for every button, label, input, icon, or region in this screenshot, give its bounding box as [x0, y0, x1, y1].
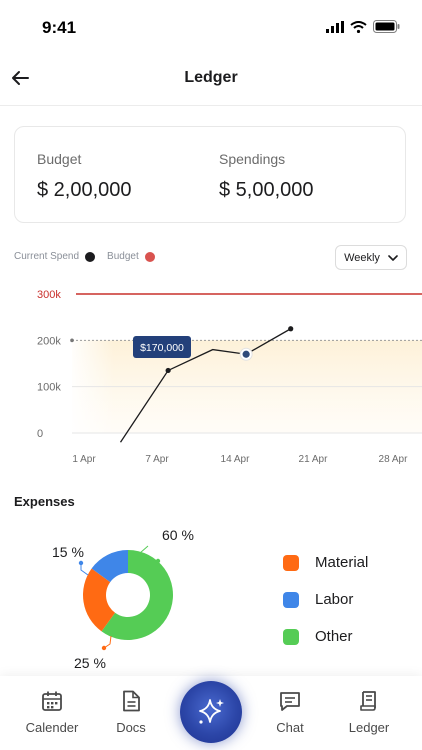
- nav-label-ledger: Ledger: [348, 720, 390, 735]
- expenses-legend: Material Labor Other: [283, 554, 368, 645]
- back-arrow-icon: [12, 71, 29, 85]
- material-leader-line-dot: [101, 645, 107, 651]
- data-point: [288, 326, 294, 332]
- calendar-icon: [42, 691, 62, 711]
- legend-current-spend-label: Current Spend: [14, 251, 80, 262]
- other-percent-label: 60 %: [162, 527, 194, 543]
- battery-icon: [373, 20, 400, 33]
- status-icons: [326, 20, 400, 33]
- status-time: 9:41: [42, 18, 77, 37]
- material-percent-label: 25 %: [74, 655, 106, 671]
- y-tick-label: 0: [37, 428, 43, 440]
- ledger-icon: [360, 691, 376, 711]
- labor-percent-label: 15 %: [52, 544, 84, 560]
- budget-label: Budget: [37, 151, 82, 167]
- document-icon: [123, 690, 140, 712]
- y-tick-label: 200k: [37, 335, 61, 347]
- spendings-label: Spendings: [219, 151, 286, 167]
- center-action-button[interactable]: [180, 681, 242, 743]
- tooltip-label: $170,000: [140, 342, 184, 354]
- x-tick-label: 28 Apr: [379, 454, 409, 465]
- labor-swatch: [283, 591, 299, 608]
- nav-label-docs: Docs: [116, 720, 146, 735]
- x-tick-label: 21 Apr: [299, 454, 329, 465]
- budget-value: $ 2,00,000: [37, 179, 132, 201]
- legend-current-spend-dot: [85, 251, 96, 262]
- current-spend-line: [119, 328, 292, 443]
- legend-item-material: Material: [283, 554, 368, 571]
- expenses-donut-chart: [78, 545, 173, 651]
- gridline-200k-dot: [70, 338, 74, 343]
- highlight-point: [242, 350, 250, 358]
- other-swatch: [283, 628, 299, 645]
- x-tick-label: 7 Apr: [145, 454, 169, 465]
- signal-icon: [326, 20, 344, 33]
- material-leader-line: [103, 635, 112, 649]
- material-swatch: [283, 554, 299, 571]
- nav-item-calender[interactable]: Calender: [17, 690, 87, 735]
- chat-icon: [280, 692, 300, 711]
- summary-card: Budget $ 2,00,000 Spendings $ 5,00,000: [14, 126, 406, 223]
- period-dropdown[interactable]: Weekly: [335, 245, 407, 270]
- other-leader-line-dot: [155, 558, 161, 564]
- legend-other-label: Other: [315, 628, 353, 645]
- tooltip-box: [133, 336, 191, 358]
- x-tick-label: 1 Apr: [72, 454, 96, 465]
- y-tick-label: 100k: [37, 382, 61, 394]
- chart-legend: Current Spend Budget: [14, 251, 155, 262]
- y-tick-label: 300k: [37, 289, 61, 301]
- expenses-title: Expenses: [14, 494, 75, 509]
- donut-slice-other: [101, 550, 173, 640]
- wifi-icon: [350, 20, 367, 33]
- donut-slice-material: [83, 568, 116, 632]
- back-button[interactable]: [8, 66, 32, 90]
- spendings-value: $ 5,00,000: [219, 179, 314, 201]
- legend-item-other: Other: [283, 628, 368, 645]
- legend-budget-dot: [144, 251, 155, 262]
- other-leader-line: [139, 545, 149, 554]
- header-divider: [0, 105, 422, 106]
- nav-label-chat: Chat: [276, 720, 304, 735]
- nav-item-chat[interactable]: Chat: [255, 690, 325, 735]
- period-dropdown-value: Weekly: [344, 251, 380, 264]
- spend-line-chart: 300k 200k 100k 0 1 Apr 7 Apr 14 Apr 21 Apr 28 Ap…: [37, 289, 422, 465]
- legend-labor-label: Labor: [315, 591, 354, 608]
- nav-item-ledger[interactable]: Ledger: [334, 690, 404, 735]
- nav-label-calender: Calender: [25, 720, 79, 735]
- sparkle-icon: [199, 699, 224, 724]
- x-tick-label: 14 Apr: [221, 454, 251, 465]
- nav-item-docs[interactable]: Docs: [96, 690, 166, 735]
- chevron-down-icon: [388, 254, 398, 261]
- labor-leader-line: [80, 563, 89, 576]
- data-point: [165, 367, 171, 374]
- legend-material-label: Material: [315, 554, 369, 571]
- donut-slice-labor: [91, 550, 128, 583]
- legend-budget-label: Budget: [107, 251, 139, 262]
- legend-item-labor: Labor: [283, 591, 368, 608]
- page-title: Ledger: [184, 69, 238, 86]
- labor-leader-line-dot: [78, 560, 84, 566]
